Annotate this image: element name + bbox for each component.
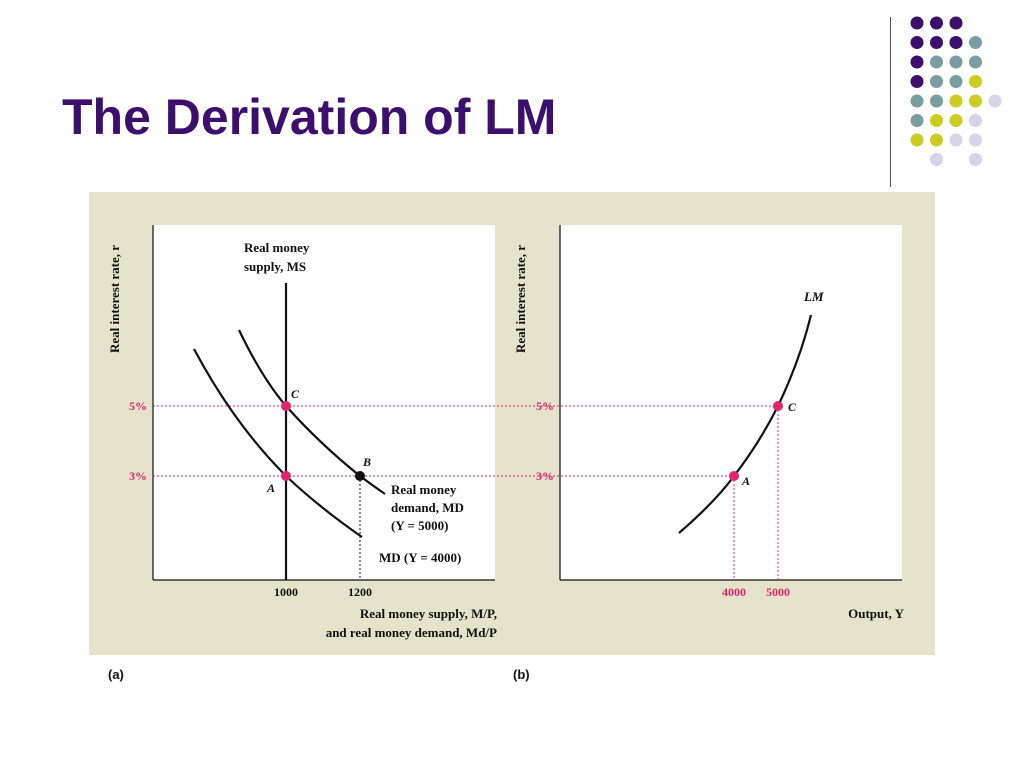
point-c-panel-b [773, 401, 783, 411]
panel-a-x-axis-label-line1: Real money supply, M/P, [360, 606, 497, 621]
panel-a-x-tick-1000: 1000 [274, 585, 298, 599]
panel-a-label: (a) [108, 667, 124, 682]
md5000-label-line3: (Y = 5000) [391, 518, 448, 533]
panel-b-plot-area [560, 225, 902, 580]
md5000-label-line1: Real money [391, 482, 457, 497]
panel-b-x-axis-label: Output, Y [848, 606, 904, 621]
ms-label-line1: Real money [244, 240, 310, 255]
slide-title: The Derivation of LM [62, 89, 557, 145]
panel-b-y-axis-label: Real interest rate, r [513, 245, 528, 353]
ms-label-line2: supply, MS [244, 259, 306, 274]
point-c-label-panel-a: C [291, 387, 300, 401]
title-divider [890, 17, 891, 187]
point-a-label-panel-b: A [741, 474, 750, 488]
panel-b-y-tick-5pct: 5% [536, 399, 554, 413]
panel-a-y-tick-3pct: 3% [129, 469, 147, 483]
lm-curve [678, 314, 813, 534]
panel-a-y-axis-label: Real interest rate, r [107, 245, 122, 353]
point-c-panel-a [281, 401, 291, 411]
md-4000-curve [193, 348, 363, 538]
panel-a-plot-area [153, 225, 495, 580]
panel-a-x-tick-1200: 1200 [348, 585, 372, 599]
md4000-label: MD (Y = 4000) [379, 550, 461, 565]
panel-b-label: (b) [513, 667, 530, 682]
panel-a-x-axis-label-line2: and real money demand, Md/P [326, 625, 497, 640]
point-a-label-panel-a: A [266, 481, 275, 495]
point-a-panel-a [281, 471, 291, 481]
lm-label: LM [803, 289, 824, 304]
panel-b-x-tick-5000: 5000 [766, 585, 790, 599]
point-a-panel-b [729, 471, 739, 481]
point-b-label-panel-a: B [362, 455, 371, 469]
point-b-panel-a [355, 471, 365, 481]
panel-b-y-tick-3pct: 3% [536, 469, 554, 483]
point-c-label-panel-b: C [788, 400, 797, 414]
panel-a-y-tick-5pct: 5% [129, 399, 147, 413]
panel-b-x-tick-4000: 4000 [722, 585, 746, 599]
md-5000-curve [238, 329, 386, 495]
md5000-label-line2: demand, MD [391, 500, 464, 515]
